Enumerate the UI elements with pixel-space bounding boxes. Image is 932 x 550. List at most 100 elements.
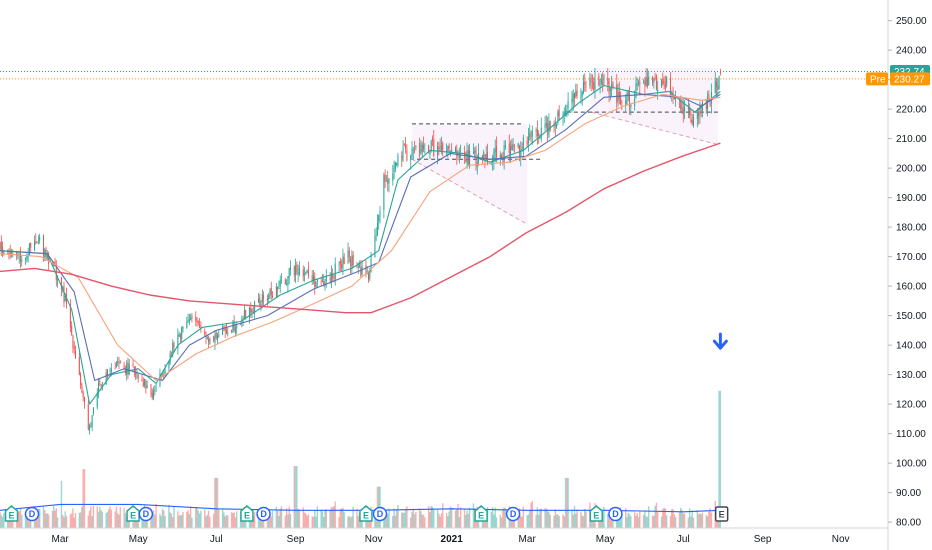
candle-body — [612, 81, 614, 88]
time-tick-label: 2021 — [441, 534, 464, 545]
volume-bar — [564, 477, 567, 528]
volume-bar — [644, 510, 646, 528]
earnings-letter: E — [363, 511, 369, 521]
candle-body — [234, 327, 236, 333]
volume-bar — [117, 513, 119, 528]
pattern-drawings[interactable] — [411, 67, 718, 225]
volume-bar — [347, 516, 349, 528]
volume-bar — [251, 516, 253, 528]
volume-bar — [163, 510, 165, 528]
candle-body — [222, 326, 224, 335]
earnings-event-icon[interactable]: E — [240, 505, 254, 522]
time-axis[interactable]: Mar May Jul Sep Nov 2021 Mar May Jul Sep Nov — [0, 527, 888, 545]
volume-bar — [215, 477, 217, 528]
volume-bars — [0, 390, 722, 528]
candle-body — [170, 351, 172, 353]
volume-bar — [168, 504, 170, 528]
candle-body — [307, 269, 309, 277]
candle-body — [673, 96, 675, 100]
earnings-letter: E — [244, 511, 250, 521]
volume-bar — [302, 507, 304, 528]
volume-bar — [624, 508, 627, 528]
pattern-trendline[interactable] — [591, 111, 718, 146]
candle-body — [12, 253, 14, 254]
candle-body — [306, 269, 308, 273]
dividend-event-icon[interactable]: D — [24, 506, 40, 522]
candle-body — [717, 85, 719, 90]
volume-bar — [182, 511, 184, 528]
volume-bar — [573, 506, 576, 528]
earnings-event-icon[interactable]: E — [474, 505, 488, 522]
candle-body — [287, 276, 289, 286]
down-arrow-icon[interactable] — [712, 332, 728, 350]
candle-body — [465, 159, 467, 161]
candle-body — [179, 334, 181, 338]
volume-bar — [635, 515, 637, 528]
volume-bar — [651, 515, 654, 528]
volume-bar — [257, 512, 260, 528]
volume-bar — [160, 516, 162, 528]
candle-body — [342, 256, 344, 270]
earnings-event-icon[interactable]: E — [589, 505, 604, 522]
volume-bar — [78, 512, 81, 528]
volume-bar — [367, 516, 370, 528]
volume-bar — [253, 512, 256, 528]
candle-body — [9, 252, 11, 255]
candle-body — [705, 98, 707, 110]
dividend-event-icon[interactable]: D — [608, 506, 623, 522]
earnings-event-icon[interactable]: E — [359, 505, 373, 522]
candle-body — [429, 151, 431, 156]
dividend-event-icon[interactable]: D — [256, 506, 271, 522]
candle-body — [547, 123, 549, 135]
candle-body — [680, 101, 682, 110]
volume-bar — [294, 466, 297, 528]
earnings-badge — [359, 505, 373, 522]
candle-body — [11, 251, 13, 253]
earnings-event-icon[interactable]: E — [126, 505, 140, 522]
candle-body — [155, 388, 157, 389]
pattern-2-fill[interactable] — [591, 67, 718, 145]
volume-bar — [450, 507, 453, 528]
candle-body — [428, 145, 430, 152]
candle-body — [530, 135, 532, 139]
arrow-annotation[interactable] — [712, 332, 728, 350]
volume-bar — [499, 514, 501, 528]
volume-bar — [688, 508, 691, 528]
candle-body — [501, 155, 503, 158]
dividend-event-icon[interactable]: D — [138, 506, 154, 522]
candle-body — [643, 81, 645, 83]
candle-body — [412, 149, 414, 151]
candle-body — [105, 372, 107, 385]
earnings-event-icon[interactable]: E — [714, 506, 729, 522]
volume-bar — [285, 508, 288, 528]
volume-bar — [206, 514, 208, 528]
time-tick-label: Sep — [287, 534, 305, 545]
volume-bar — [55, 508, 57, 528]
dividend-event-icon[interactable]: D — [505, 506, 521, 522]
candle-body — [611, 83, 613, 87]
volume-bar — [155, 503, 157, 528]
candle-body — [410, 155, 412, 161]
candle-body — [714, 80, 716, 94]
candle-body — [474, 150, 476, 153]
candle-body — [172, 342, 174, 353]
candle-body — [458, 155, 460, 157]
earnings-event-icon[interactable]: E — [4, 505, 19, 522]
volume-bar — [196, 506, 198, 528]
dividend-event-icon[interactable]: D — [372, 506, 388, 522]
price-axis[interactable]: 80.00 90.00 100.00 110.00 120.00 130.00 140.00… — [866, 0, 930, 550]
volume-bar — [397, 504, 399, 528]
candle-body — [295, 266, 297, 276]
candle-body — [196, 319, 198, 322]
pattern-1-fill[interactable] — [412, 123, 528, 225]
volume-bar — [402, 512, 404, 528]
volume-bar — [186, 511, 188, 528]
pattern-trendline[interactable] — [411, 158, 528, 225]
candle-body — [270, 287, 272, 296]
volume-bar — [19, 508, 22, 528]
volume-bar — [260, 516, 262, 528]
volume-bar — [662, 508, 664, 528]
